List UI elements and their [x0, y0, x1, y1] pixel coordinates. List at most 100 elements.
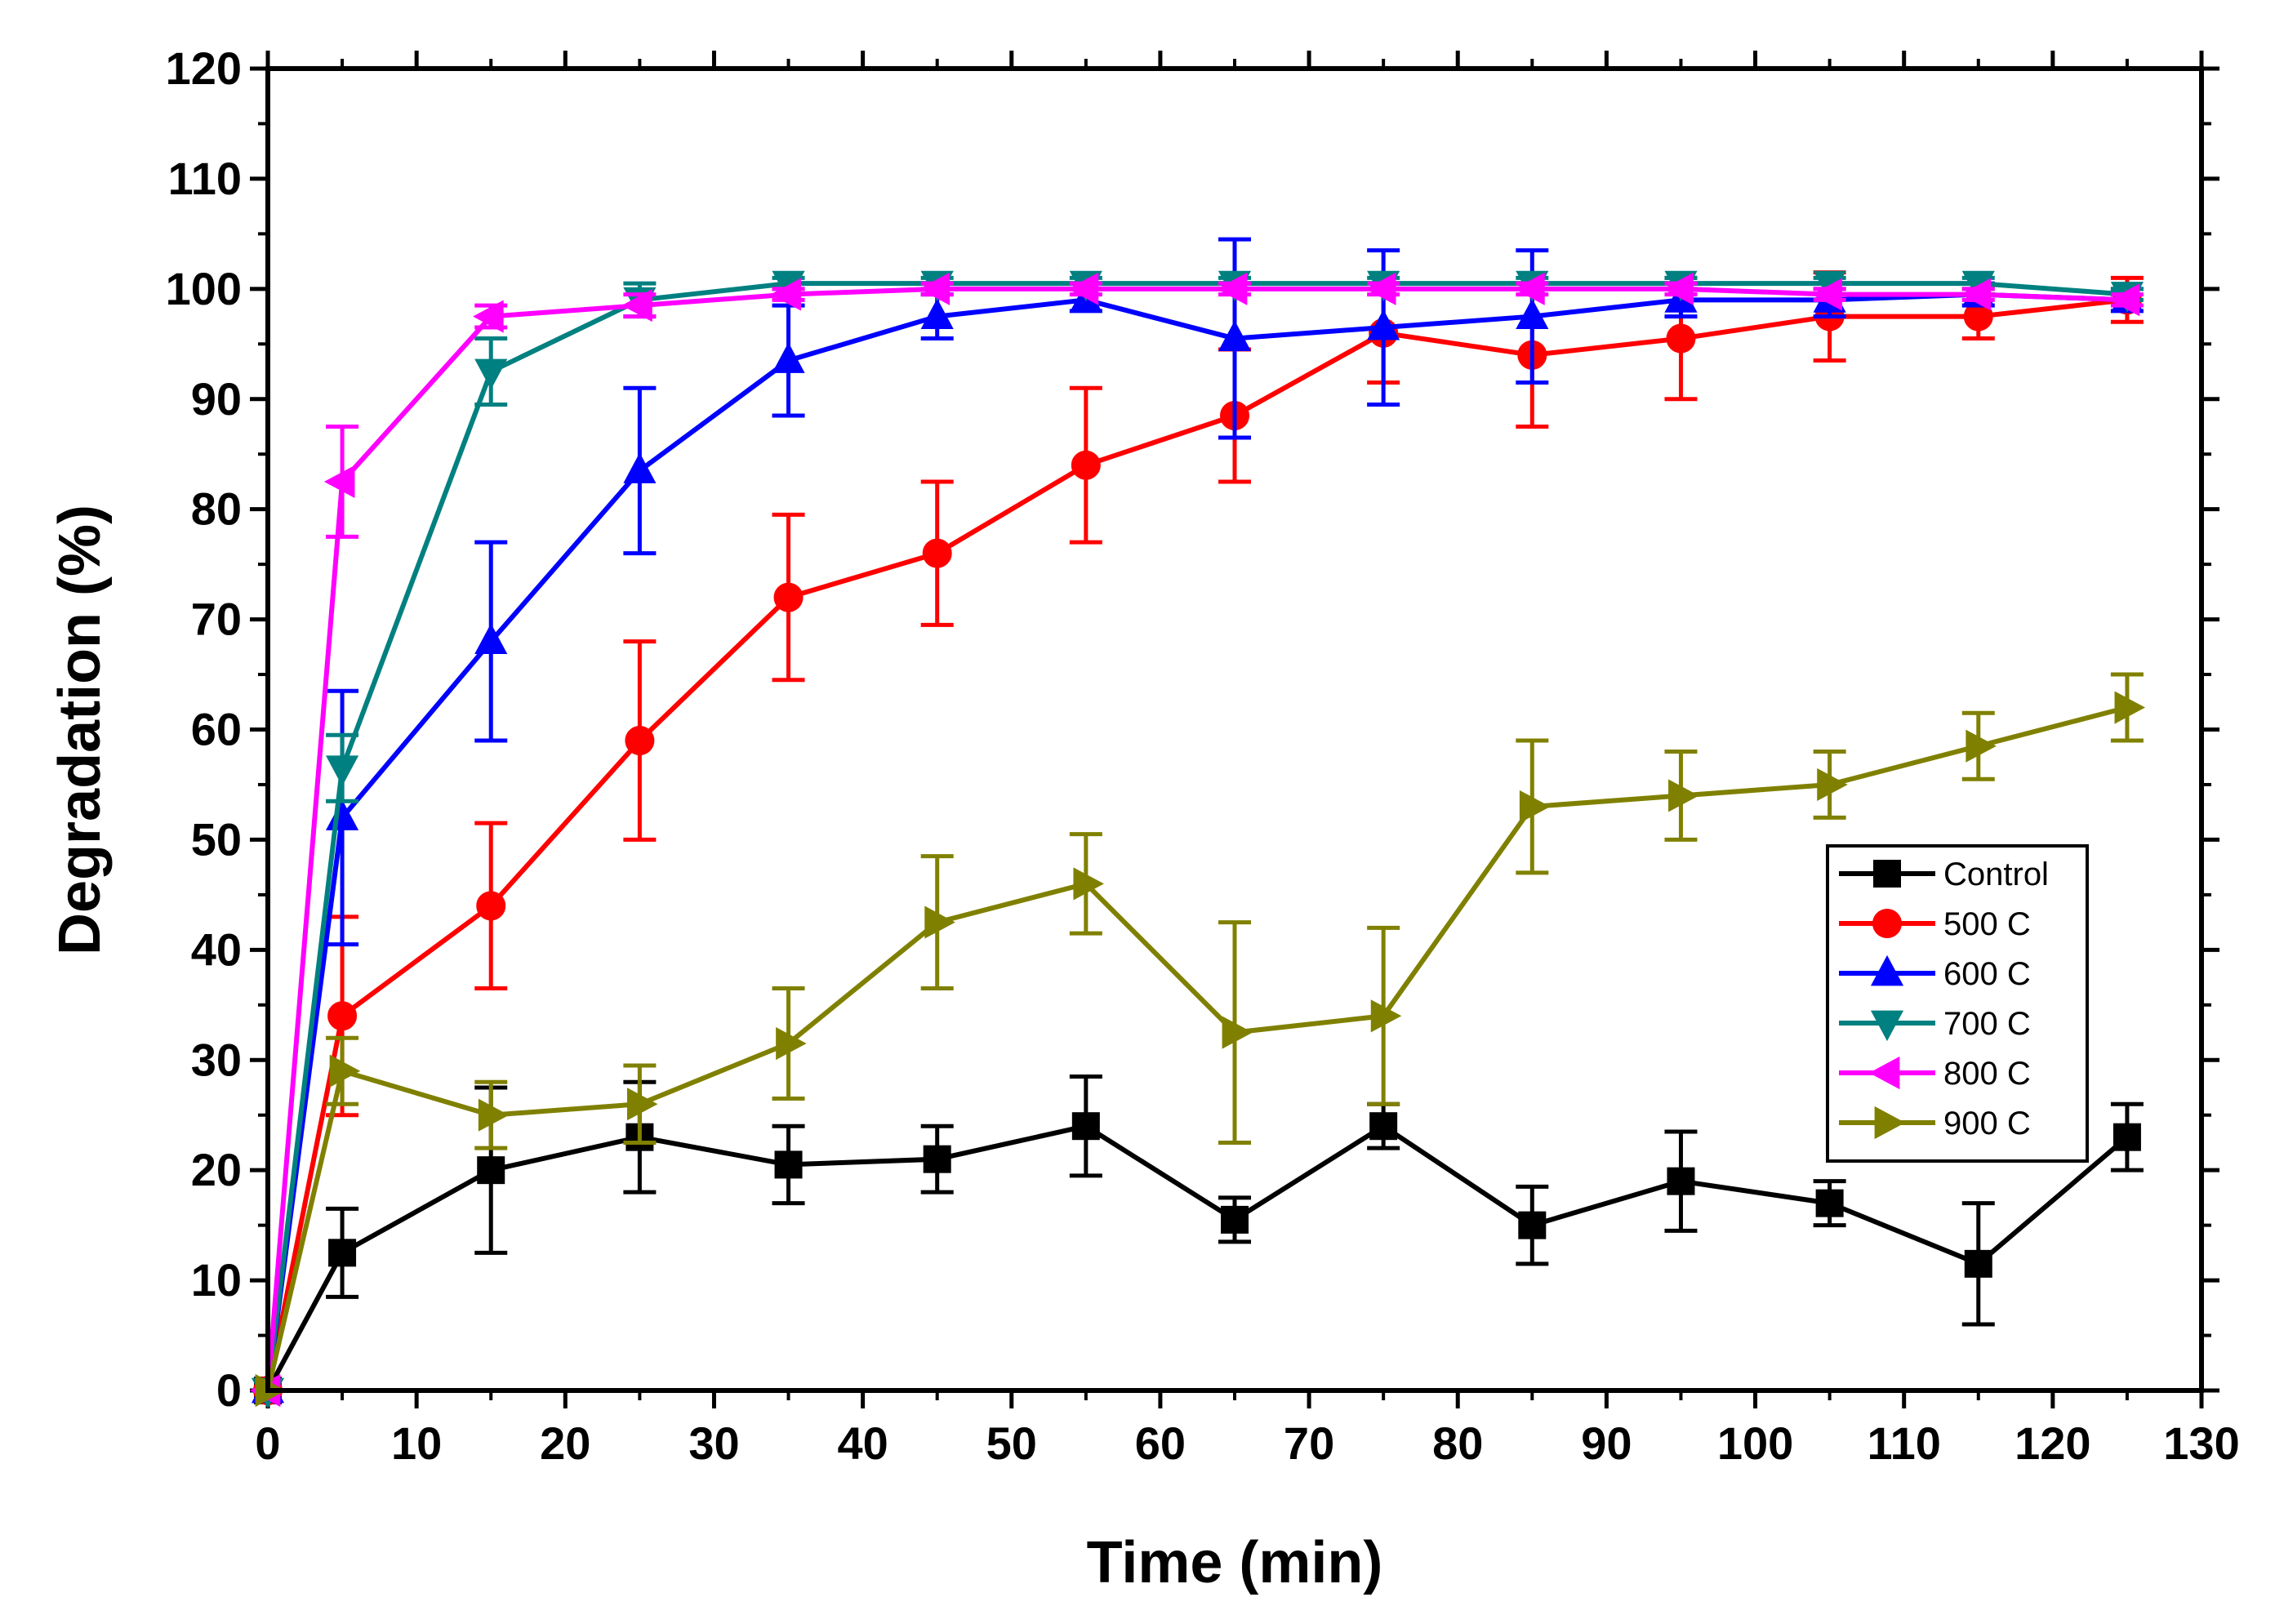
data-point — [328, 1239, 357, 1267]
legend-marker — [1873, 860, 1901, 888]
data-point — [2112, 1123, 2141, 1151]
legend-label: Control — [1943, 856, 2049, 892]
data-point — [1817, 768, 1848, 802]
data-point — [1667, 1167, 1695, 1195]
data-point — [774, 1150, 803, 1179]
x-tick-label: 10 — [391, 1417, 442, 1469]
x-tick-label: 80 — [1432, 1417, 1483, 1469]
data-point — [1964, 1249, 1992, 1278]
legend-item: 500 C — [1839, 906, 2031, 942]
x-tick-label: 70 — [1284, 1417, 1334, 1469]
x-tick-label: 110 — [1868, 1417, 1941, 1469]
data-point — [772, 342, 805, 373]
y-tick-label: 70 — [191, 594, 242, 645]
data-point — [327, 1001, 358, 1031]
legend-item: Control — [1839, 856, 2049, 892]
data-point — [922, 538, 952, 568]
data-point — [923, 1145, 951, 1173]
legend-item: 600 C — [1839, 954, 2031, 992]
y-tick-label: 80 — [191, 483, 242, 535]
data-point — [477, 1156, 505, 1185]
data-point — [1073, 867, 1104, 901]
data-point — [770, 278, 801, 311]
series-line — [265, 291, 2128, 1391]
data-point — [623, 452, 657, 483]
data-point — [776, 1026, 807, 1061]
x-tick-label: 120 — [2015, 1417, 2090, 1469]
legend-marker — [1868, 1056, 1900, 1090]
data-point — [919, 272, 951, 305]
series-line — [265, 281, 2128, 1391]
data-point — [2114, 691, 2146, 724]
y-tick-label: 100 — [166, 263, 242, 314]
data-point — [474, 358, 508, 390]
data-point — [1960, 278, 1992, 311]
y-tick-label: 0 — [216, 1364, 242, 1416]
data-point — [473, 300, 504, 333]
data-point — [1811, 278, 1843, 311]
data-point — [1370, 999, 1402, 1033]
legend-marker — [1870, 1010, 1904, 1042]
y-tick-label: 40 — [191, 923, 242, 975]
legend-marker — [1872, 909, 1902, 938]
series-line — [265, 297, 2128, 1391]
data-point — [1067, 272, 1099, 305]
y-axis-label: Degradation (%) — [47, 505, 113, 955]
data-point — [1367, 309, 1400, 340]
y-tick-label: 20 — [191, 1144, 242, 1195]
data-point — [323, 465, 355, 499]
data-point — [478, 1098, 510, 1132]
data-point — [1519, 790, 1551, 824]
series-layer — [249, 237, 2146, 1409]
data-point — [625, 725, 655, 755]
data-point — [2108, 283, 2140, 317]
legend-label: 700 C — [1943, 1006, 2031, 1042]
series-line — [265, 1123, 2129, 1392]
legend-label: 900 C — [1943, 1106, 2031, 1141]
y-tick-label: 110 — [168, 153, 242, 204]
data-point — [1518, 1211, 1547, 1239]
x-tick-label: 60 — [1135, 1417, 1186, 1469]
series-line — [265, 705, 2128, 1391]
y-tick-label: 30 — [191, 1034, 242, 1085]
data-point — [1663, 272, 1694, 305]
y-tick-label: 120 — [166, 42, 242, 94]
series-5 — [249, 272, 2144, 1408]
y-tick-label: 10 — [191, 1254, 242, 1306]
legend-box — [1826, 844, 2089, 1163]
x-tick-label: 20 — [540, 1417, 590, 1469]
legend-item: 700 C — [1839, 1006, 2031, 1042]
x-tick-label: 30 — [688, 1417, 739, 1469]
data-point — [476, 891, 506, 921]
data-point — [1966, 729, 1997, 763]
legend: Control 500 C 600 C 700 C 800 C 900 C — [1826, 844, 2089, 1163]
data-point — [1365, 272, 1396, 305]
data-point — [621, 289, 652, 323]
x-tick-label: 100 — [1717, 1417, 1793, 1469]
data-point — [1668, 779, 1699, 812]
series-6 — [255, 672, 2146, 1408]
y-tick-label: 60 — [191, 704, 242, 755]
data-point — [1222, 1016, 1253, 1049]
legend-marker — [1870, 954, 1904, 986]
data-point — [626, 1088, 658, 1121]
data-point — [1369, 1112, 1398, 1141]
legend-item: 800 C — [1839, 1056, 2031, 1092]
data-point — [1666, 323, 1696, 354]
legend-item: 900 C — [1839, 1106, 2031, 1141]
x-axis-label: Time (min) — [1087, 1530, 1383, 1595]
y-tick-label: 50 — [191, 813, 242, 865]
legend-label: 800 C — [1943, 1056, 2031, 1092]
series-line — [265, 286, 2128, 1391]
x-tick-label: 90 — [1581, 1417, 1632, 1469]
data-point — [474, 623, 508, 654]
legend-label: 500 C — [1943, 906, 2031, 942]
plot-frame — [265, 66, 2204, 1393]
data-point — [1071, 450, 1101, 480]
data-point — [1071, 1112, 1100, 1141]
data-point — [773, 582, 804, 612]
data-point — [1216, 272, 1248, 305]
legend-label: 600 C — [1943, 956, 2031, 992]
data-point — [924, 905, 955, 939]
